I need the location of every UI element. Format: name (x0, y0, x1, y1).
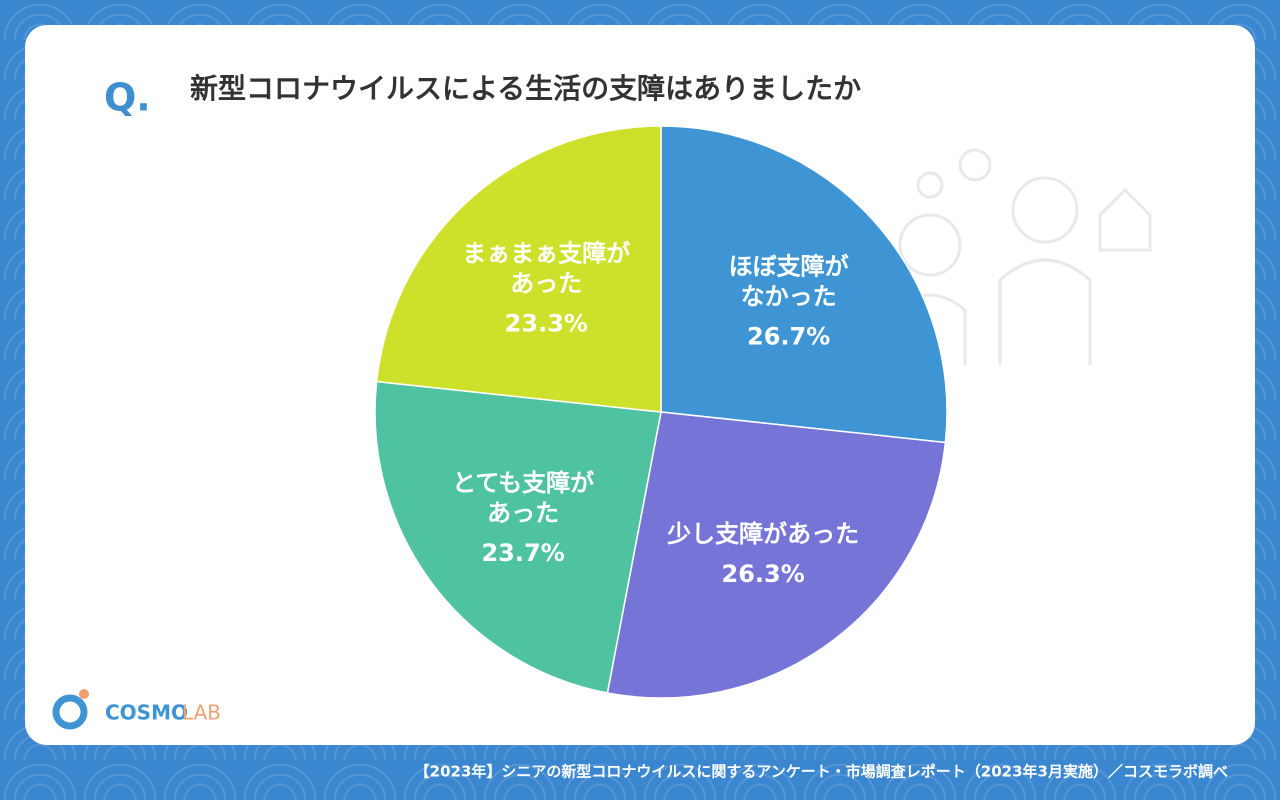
slice-value: 23.7% (481, 539, 564, 567)
slice-label: とても支障が (452, 469, 594, 497)
logo-text: COSMO (105, 701, 188, 725)
slice-label: なかった (741, 282, 837, 310)
pie-slice (606, 411, 947, 699)
illustration (888, 148, 1152, 365)
slice-label: あった (487, 499, 559, 527)
logo: COSMO LAB (52, 689, 221, 730)
logo-dot (79, 689, 89, 699)
logo-icon (52, 694, 88, 730)
slice-label: 少し支障があった (666, 520, 859, 548)
slice-value: 26.3% (722, 560, 805, 588)
chart-title: 新型コロナウイルスによる生活の支障はありましたか (190, 72, 861, 105)
pie-slice (374, 380, 662, 694)
slice-label: まぁまぁ支障が (462, 239, 630, 267)
footer: 【2023年】シニアの新型コロナウイルスに関するアンケート・市場調査レポート（2… (415, 763, 1228, 781)
pie-slice (660, 125, 948, 444)
slice-value: 26.7% (747, 322, 830, 350)
q-mark: Q. (104, 76, 151, 120)
logo-suffix: LAB (182, 701, 221, 725)
pie-slice (375, 125, 662, 413)
slice-value: 23.3% (505, 309, 588, 337)
slice-label: あった (510, 269, 582, 297)
slice-label: ほぼ支障が (729, 252, 849, 280)
